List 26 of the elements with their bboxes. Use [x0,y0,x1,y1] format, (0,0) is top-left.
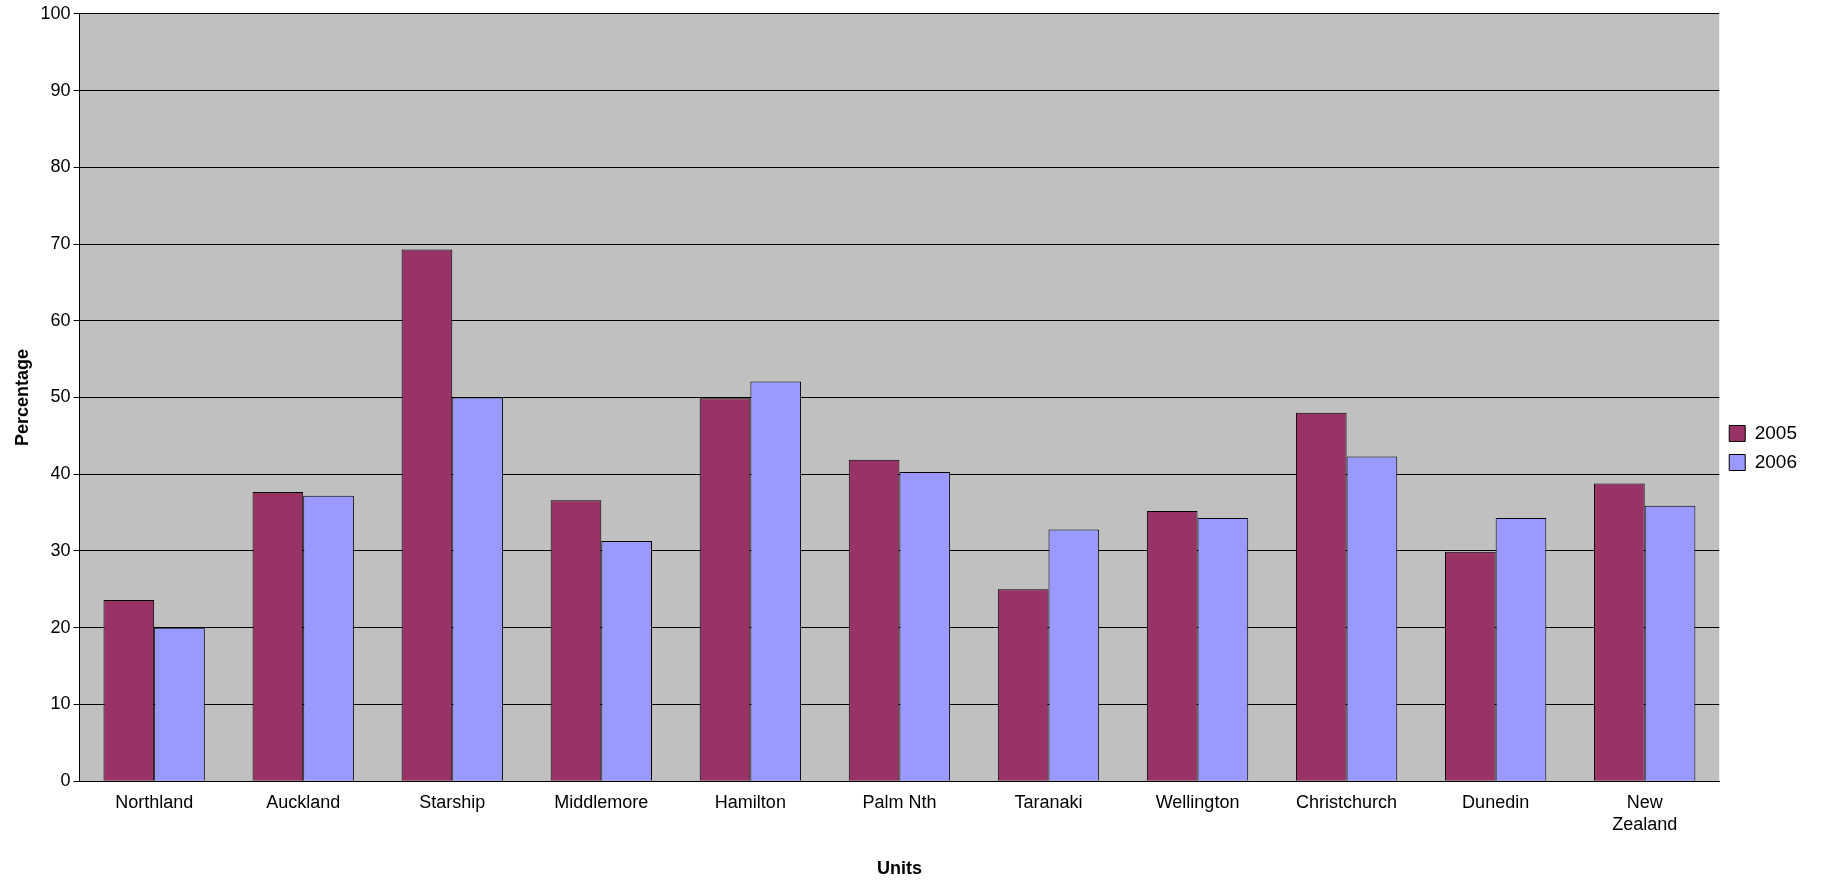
y-tick-label: 0 [60,770,71,791]
x-tick-label: Christchurch [1296,791,1398,812]
y-tick-label: 30 [50,539,71,560]
y-tick-label: 40 [50,463,71,484]
y-axis-title: Percentage [11,348,32,447]
legend-label: 2005 [1754,421,1798,443]
x-axis-title: Units [876,858,922,879]
x-tick-label: Auckland [266,791,341,812]
y-tick-label: 80 [50,156,71,177]
y-tick-label: 100 [40,2,71,23]
x-tick-label: Northland [115,791,194,812]
y-tick-label: 10 [50,693,71,714]
x-tick-label: Hamilton [714,791,786,812]
y-tick-label: 70 [50,232,71,253]
x-tick-label: Starship [419,791,486,812]
x-tick-label: Taranaki [1014,791,1083,812]
x-tick-label: Middlemore [554,791,649,812]
y-tick-label: 50 [50,386,71,407]
x-tick-label: Dunedin [1462,791,1530,812]
y-tick-label: 20 [50,616,71,637]
x-tick-label: New Zealand [1612,791,1678,834]
legend-label: 2006 [1754,450,1798,472]
y-tick-label: 90 [50,79,71,100]
x-tick-label: Wellington [1155,791,1240,812]
y-tick-label: 60 [50,309,71,330]
x-tick-label: Palm Nth [862,791,937,812]
